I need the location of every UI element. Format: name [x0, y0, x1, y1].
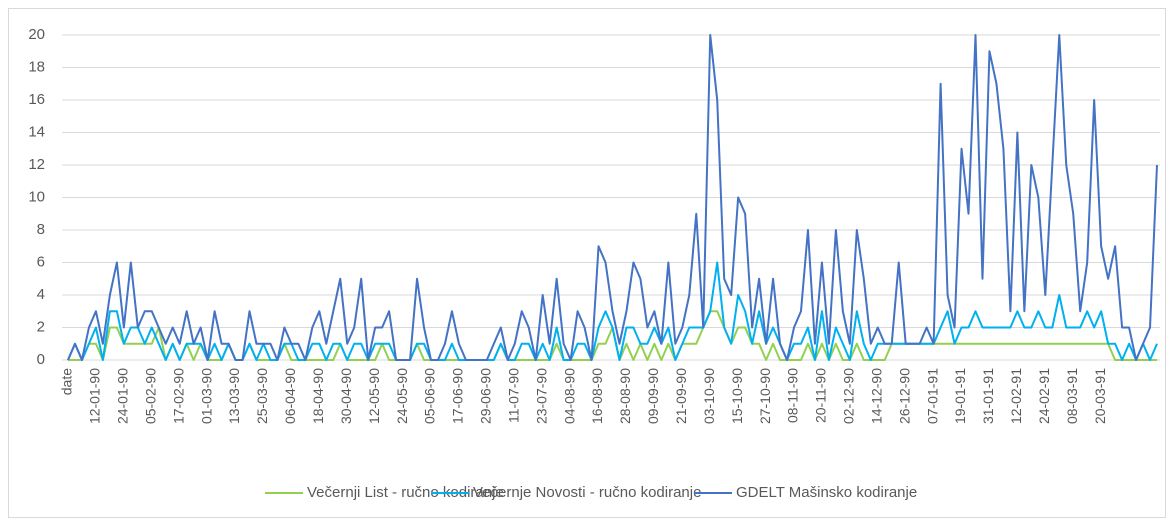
- x-tick-label: date: [59, 368, 75, 395]
- x-tick-label: 11-07-90: [505, 368, 521, 423]
- x-tick-label: 20-11-90: [813, 368, 829, 423]
- x-tick-label: 17-02-90: [170, 368, 186, 424]
- x-tick-label: 17-06-90: [450, 368, 466, 424]
- y-tick-label: 18: [28, 58, 45, 75]
- x-tick-label: 30-04-90: [338, 368, 354, 424]
- x-tick-label: 21-09-90: [673, 368, 689, 424]
- x-tick-label: 19-01-91: [952, 368, 968, 424]
- x-tick-label: 20-03-91: [1092, 368, 1108, 424]
- x-tick-label: 28-08-90: [617, 368, 633, 424]
- y-tick-label: 14: [28, 123, 45, 140]
- x-tick-label: 06-04-90: [282, 368, 298, 424]
- x-tick-label: 29-06-90: [478, 368, 494, 424]
- x-tick-label: 24-02-91: [1036, 368, 1052, 424]
- y-tick-label: 4: [37, 286, 45, 303]
- x-tick-label: 07-01-91: [924, 368, 940, 424]
- x-tick-label: 05-02-90: [142, 368, 158, 424]
- x-tick-label: 31-01-91: [980, 368, 996, 424]
- x-tick-label: 14-12-90: [868, 368, 884, 424]
- y-tick-label: 10: [28, 188, 45, 205]
- y-tick-label: 8: [37, 221, 45, 238]
- x-tick-label: 12-05-90: [366, 368, 382, 424]
- series-line: [67, 261, 1158, 361]
- x-tick-label: 12-02-91: [1008, 368, 1024, 424]
- legend-label: Večernje Novosti - ručno kodiranje: [473, 484, 701, 501]
- x-tick-label: 24-01-90: [115, 368, 131, 424]
- x-tick-label: 12-01-90: [87, 368, 103, 424]
- y-tick-label: 0: [37, 351, 45, 368]
- x-tick-label: 08-03-91: [1064, 368, 1080, 424]
- x-tick-label: 09-09-90: [645, 368, 661, 424]
- x-tick-label: 04-08-90: [561, 368, 577, 424]
- x-tick-label: 03-10-90: [701, 368, 717, 424]
- legend-label: GDELT Mašinsko kodiranje: [736, 484, 917, 501]
- y-tick-label: 2: [37, 318, 45, 335]
- x-tick-label: 26-12-90: [896, 368, 912, 424]
- x-tick-label: 05-06-90: [422, 368, 438, 424]
- y-tick-label: 20: [28, 26, 45, 43]
- x-tick-label: 16-08-90: [589, 368, 605, 424]
- y-tick-label: 6: [37, 253, 45, 270]
- x-tick-label: 08-11-90: [785, 368, 801, 423]
- legend-label: Večernji List - ručno kodiranje: [307, 484, 504, 501]
- y-tick-label: 12: [28, 156, 45, 173]
- x-tick-label: 02-12-90: [841, 368, 857, 424]
- x-tick-label: 15-10-90: [729, 368, 745, 424]
- series-line: [67, 34, 1158, 361]
- x-tick-label: 13-03-90: [226, 368, 242, 424]
- x-tick-label: 27-10-90: [757, 368, 773, 424]
- x-tick-label: 25-03-90: [254, 368, 270, 424]
- x-tick-label: 23-07-90: [533, 368, 549, 424]
- x-tick-label: 01-03-90: [198, 368, 214, 424]
- x-tick-label: 24-05-90: [394, 368, 410, 424]
- y-tick-label: 16: [28, 91, 45, 108]
- x-tick-label: 18-04-90: [310, 368, 326, 424]
